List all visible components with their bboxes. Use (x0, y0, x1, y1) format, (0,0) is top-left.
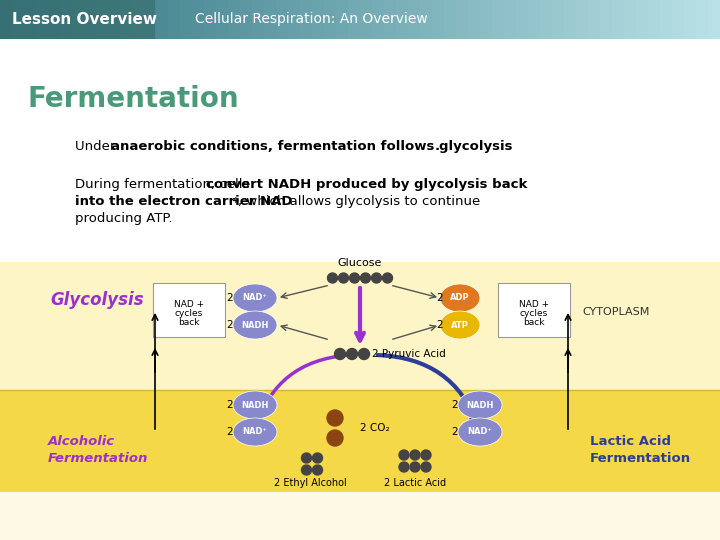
FancyBboxPatch shape (348, 0, 361, 39)
FancyBboxPatch shape (552, 0, 565, 39)
Text: cycles: cycles (175, 309, 203, 318)
Text: NADH: NADH (241, 321, 269, 329)
FancyBboxPatch shape (396, 0, 409, 39)
FancyBboxPatch shape (60, 0, 73, 39)
Text: back: back (523, 318, 545, 327)
Ellipse shape (233, 284, 277, 312)
Circle shape (399, 450, 409, 460)
FancyBboxPatch shape (216, 0, 229, 39)
Circle shape (399, 462, 409, 472)
Circle shape (349, 273, 359, 283)
Circle shape (327, 410, 343, 426)
Text: back: back (179, 318, 199, 327)
Text: 2: 2 (226, 427, 233, 437)
Ellipse shape (458, 418, 502, 446)
FancyBboxPatch shape (576, 0, 589, 39)
Ellipse shape (233, 311, 277, 339)
FancyBboxPatch shape (480, 0, 493, 39)
Circle shape (421, 450, 431, 460)
Ellipse shape (233, 391, 277, 419)
FancyBboxPatch shape (588, 0, 601, 39)
Text: NAD +: NAD + (519, 300, 549, 309)
FancyBboxPatch shape (360, 0, 373, 39)
Text: 2 Ethyl Alcohol: 2 Ethyl Alcohol (274, 478, 346, 488)
Text: .: . (435, 140, 440, 153)
Text: , which allows glycolysis to continue: , which allows glycolysis to continue (238, 195, 480, 208)
Circle shape (302, 465, 312, 475)
Circle shape (372, 273, 382, 283)
Text: 2 Lactic Acid: 2 Lactic Acid (384, 478, 446, 488)
Circle shape (382, 273, 392, 283)
FancyBboxPatch shape (153, 283, 225, 337)
FancyBboxPatch shape (660, 0, 673, 39)
FancyBboxPatch shape (0, 262, 720, 390)
Text: Lesson Overview: Lesson Overview (12, 12, 157, 27)
Text: ATP: ATP (451, 321, 469, 329)
Text: Cellular Respiration: An Overview: Cellular Respiration: An Overview (195, 12, 428, 26)
FancyBboxPatch shape (312, 0, 325, 39)
FancyBboxPatch shape (96, 0, 109, 39)
Circle shape (410, 450, 420, 460)
Text: cycles: cycles (520, 309, 548, 318)
Circle shape (312, 465, 323, 475)
Text: ADP: ADP (450, 294, 470, 302)
FancyBboxPatch shape (504, 0, 517, 39)
FancyBboxPatch shape (240, 0, 253, 39)
Ellipse shape (458, 391, 502, 419)
Circle shape (327, 430, 343, 446)
FancyBboxPatch shape (516, 0, 529, 39)
FancyBboxPatch shape (12, 0, 25, 39)
FancyBboxPatch shape (192, 0, 205, 39)
FancyBboxPatch shape (540, 0, 553, 39)
Text: NAD +: NAD + (174, 300, 204, 309)
FancyBboxPatch shape (132, 0, 145, 39)
FancyBboxPatch shape (144, 0, 157, 39)
FancyBboxPatch shape (708, 0, 720, 39)
FancyBboxPatch shape (528, 0, 541, 39)
FancyBboxPatch shape (0, 390, 720, 492)
FancyBboxPatch shape (372, 0, 385, 39)
FancyBboxPatch shape (672, 0, 685, 39)
Circle shape (346, 348, 358, 360)
FancyBboxPatch shape (432, 0, 445, 39)
Ellipse shape (440, 311, 480, 339)
FancyBboxPatch shape (264, 0, 277, 39)
FancyBboxPatch shape (636, 0, 649, 39)
FancyBboxPatch shape (408, 0, 421, 39)
Circle shape (410, 462, 420, 472)
Circle shape (302, 453, 312, 463)
FancyBboxPatch shape (444, 0, 457, 39)
Text: anaerobic conditions, fermentation follows glycolysis: anaerobic conditions, fermentation follo… (111, 140, 513, 153)
Circle shape (335, 348, 346, 360)
Text: Glucose: Glucose (338, 258, 382, 268)
Text: NAD⁺: NAD⁺ (467, 428, 492, 436)
FancyBboxPatch shape (168, 0, 181, 39)
FancyBboxPatch shape (276, 0, 289, 39)
Text: producing ATP.: producing ATP. (75, 212, 173, 225)
FancyBboxPatch shape (0, 0, 13, 39)
Text: 2: 2 (451, 427, 458, 437)
FancyBboxPatch shape (696, 0, 709, 39)
FancyBboxPatch shape (252, 0, 265, 39)
Text: 2 Pyruvic Acid: 2 Pyruvic Acid (372, 349, 446, 359)
FancyBboxPatch shape (324, 0, 337, 39)
Text: 2: 2 (436, 320, 443, 330)
Text: During fermentation, cells: During fermentation, cells (75, 178, 253, 191)
Text: NAD⁺: NAD⁺ (243, 294, 267, 302)
Text: 2: 2 (436, 293, 443, 303)
FancyBboxPatch shape (120, 0, 133, 39)
Ellipse shape (233, 418, 277, 446)
Circle shape (421, 462, 431, 472)
FancyBboxPatch shape (492, 0, 505, 39)
Circle shape (312, 453, 323, 463)
FancyBboxPatch shape (468, 0, 481, 39)
FancyBboxPatch shape (300, 0, 313, 39)
FancyBboxPatch shape (564, 0, 577, 39)
Text: Under: Under (75, 140, 120, 153)
Text: CYTOPLASM: CYTOPLASM (582, 307, 649, 317)
FancyBboxPatch shape (180, 0, 193, 39)
FancyBboxPatch shape (456, 0, 469, 39)
Ellipse shape (440, 284, 480, 312)
Circle shape (338, 273, 348, 283)
